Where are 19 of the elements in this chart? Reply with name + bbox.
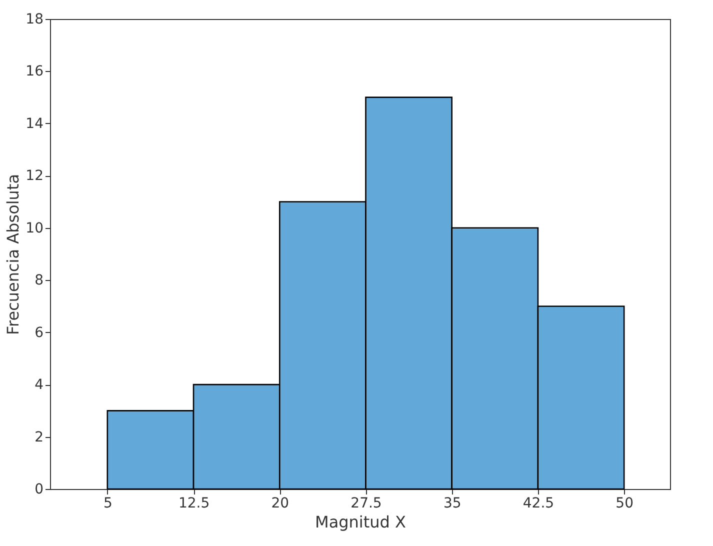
y-tick-label: 14 bbox=[26, 116, 44, 132]
y-tick-label: 4 bbox=[34, 377, 44, 394]
y-tick-label: 0 bbox=[34, 482, 44, 498]
y-tick-label: 12 bbox=[26, 168, 44, 184]
x-tick-label: 35 bbox=[443, 496, 462, 512]
x-tick-label: 5 bbox=[103, 496, 112, 512]
x-tick-label: 20 bbox=[271, 496, 290, 512]
x-tick-label: 12.5 bbox=[178, 496, 210, 512]
y-axis-title: Frecuencia Absoluta bbox=[4, 174, 23, 336]
x-tick-label: 27.5 bbox=[350, 496, 382, 512]
y-tick-label: 18 bbox=[26, 12, 44, 28]
y-tick-label: 6 bbox=[34, 324, 44, 341]
y-tick-label: 16 bbox=[26, 64, 44, 80]
y-tick-label: 8 bbox=[34, 272, 44, 289]
y-tick-label: 10 bbox=[26, 220, 44, 236]
x-axis-title: Magnitud X bbox=[315, 512, 406, 532]
x-tick-label: 42.5 bbox=[522, 496, 554, 512]
x-tick-label: 50 bbox=[616, 496, 634, 512]
y-tick-label: 2 bbox=[34, 429, 44, 446]
